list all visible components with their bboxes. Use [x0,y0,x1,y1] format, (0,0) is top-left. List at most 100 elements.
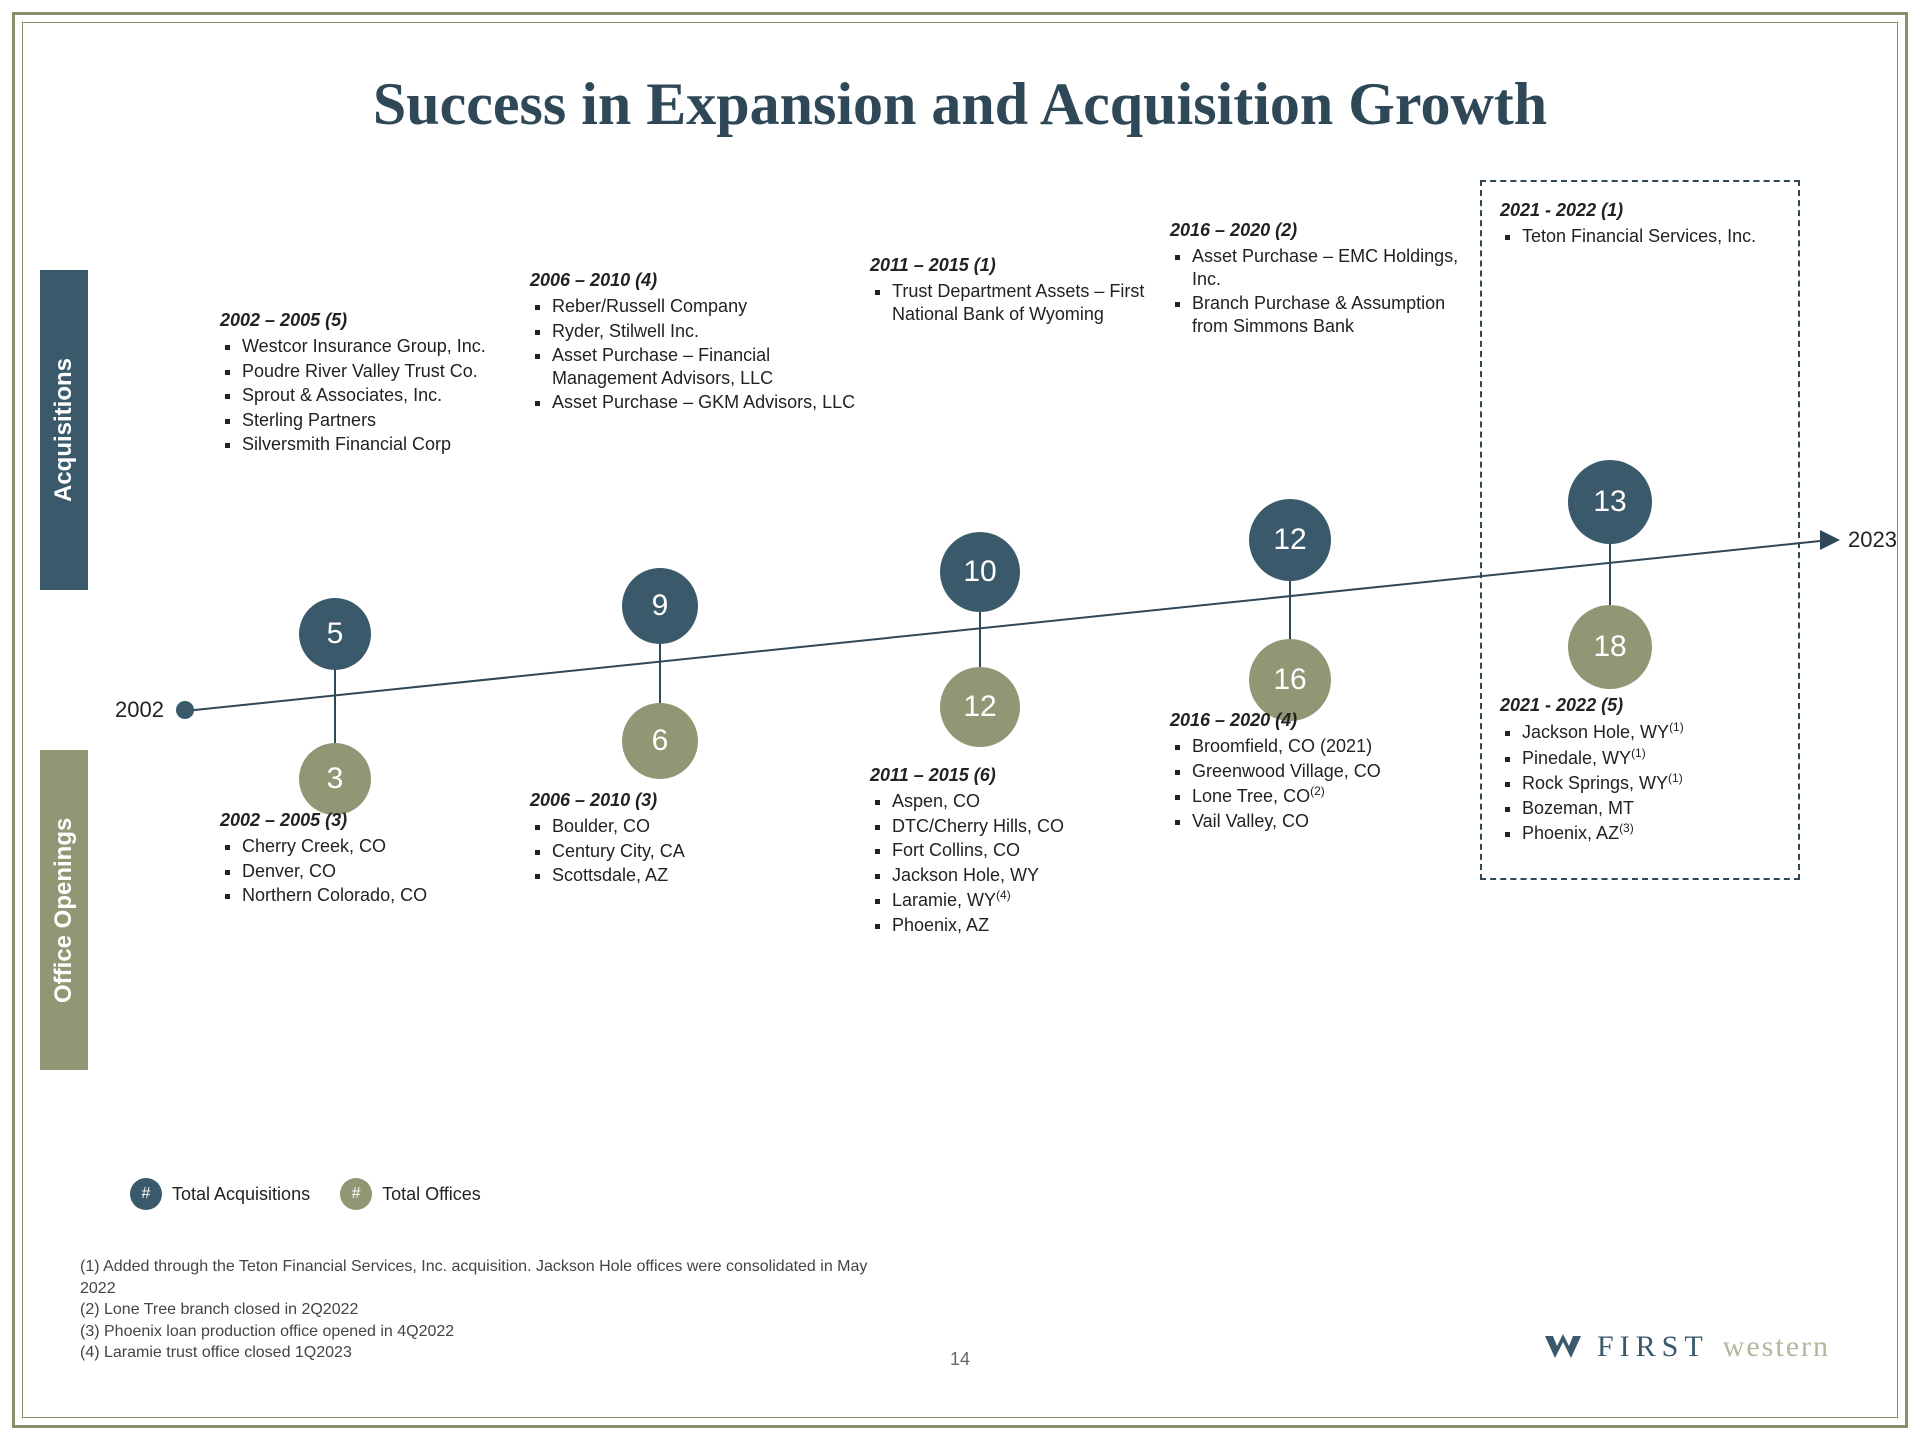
list-item: Rock Springs, WY(1) [1522,771,1770,795]
list-item: Asset Purchase – GKM Advisors, LLC [552,391,860,414]
list-item: Broomfield, CO (2021) [1192,735,1460,758]
list-item: Branch Purchase & Assumption from Simmon… [1192,292,1460,337]
list-item: Cherry Creek, CO [242,835,500,858]
brand-first: FIRST [1597,1330,1709,1364]
block-header: 2011 – 2015 (6) [870,765,1150,786]
point-connector [1609,534,1611,614]
block-header: 2002 – 2005 (5) [220,310,530,331]
block-list: Broomfield, CO (2021)Greenwood Village, … [1170,735,1460,832]
offices-block: 2021 - 2022 (5) Jackson Hole, WY(1)Pineda… [1500,695,1770,847]
acquisitions-block: 2002 – 2005 (5) Westcor Insurance Group, … [220,310,530,458]
page-number: 14 [950,1349,970,1370]
list-item: Jackson Hole, WY(1) [1522,720,1770,744]
block-header: 2021 - 2022 (1) [1500,200,1760,221]
offices-bubble: 6 [622,703,698,779]
list-item: Denver, CO [242,860,500,883]
block-list: Boulder, COCentury City, CAScottsdale, A… [530,815,790,887]
list-item: Vail Valley, CO [1192,810,1460,833]
acquisitions-bubble: 10 [940,532,1020,612]
brand-icon [1543,1332,1583,1362]
list-item: Greenwood Village, CO [1192,760,1460,783]
acquisitions-bubble: 9 [622,568,698,644]
list-item: Jackson Hole, WY [892,864,1150,887]
block-header: 2002 – 2005 (3) [220,810,500,831]
list-item: Northern Colorado, CO [242,884,500,907]
block-list: Teton Financial Services, Inc. [1500,225,1760,248]
acquisitions-block: 2011 – 2015 (1) Trust Department Assets –… [870,255,1150,327]
block-header: 2011 – 2015 (1) [870,255,1150,276]
list-item: Teton Financial Services, Inc. [1522,225,1760,248]
brand-western: western [1723,1330,1830,1364]
brand-logo: FIRST western [1543,1330,1830,1364]
footnote-line: (2) Lone Tree branch closed in 2Q2022 [80,1299,880,1321]
list-item: Sterling Partners [242,409,530,432]
offices-block: 2002 – 2005 (3) Cherry Creek, CODenver, C… [220,810,500,909]
acquisitions-bubble: 12 [1249,499,1331,581]
legend-swatch-dark: # [130,1178,162,1210]
footnotes: (1) Added through the Teton Financial Se… [80,1256,880,1364]
legend: # Total Acquisitions # Total Offices [130,1178,481,1210]
list-item: Asset Purchase – EMC Holdings, Inc. [1192,245,1460,290]
offices-block: 2016 – 2020 (4)Broomfield, CO (2021)Gree… [1170,710,1460,834]
axis-end-year: 2023 [1848,527,1897,553]
acquisitions-block: 2016 – 2020 (2) Asset Purchase – EMC Hold… [1170,220,1460,339]
slide-content: Success in Expansion and Acquisition Gro… [40,40,1880,1400]
list-item: Phoenix, AZ [892,914,1150,937]
list-item: Silversmith Financial Corp [242,433,530,456]
list-item: Laramie, WY(4) [892,888,1150,912]
axis-start-year: 2002 [115,697,164,723]
acquisitions-bubble: 5 [299,598,371,670]
axis-start-dot [176,701,194,719]
block-header: 2021 - 2022 (5) [1500,695,1770,716]
block-list: Asset Purchase – EMC Holdings, Inc.Branc… [1170,245,1460,337]
footnote-line: (4) Laramie trust office closed 1Q2023 [80,1342,880,1364]
list-item: Pinedale, WY(1) [1522,746,1770,770]
list-item: Poudre River Valley Trust Co. [242,360,530,383]
side-label-offices: Office Openings [40,750,88,1070]
offices-bubble: 3 [299,743,371,815]
point-connector [659,636,661,706]
list-item: Ryder, Stilwell Inc. [552,320,860,343]
list-item: Sprout & Associates, Inc. [242,384,530,407]
point-connector [1289,570,1291,645]
list-item: Phoenix, AZ(3) [1522,821,1770,845]
list-item: Asset Purchase – Financial Management Ad… [552,344,860,389]
list-item: Boulder, CO [552,815,790,838]
list-item: Scottsdale, AZ [552,864,790,887]
footnote-line: (3) Phoenix loan production office opene… [80,1321,880,1343]
block-list: Aspen, CODTC/Cherry Hills, COFort Collin… [870,790,1150,936]
offices-bubble: 18 [1568,605,1652,689]
block-header: 2016 – 2020 (2) [1170,220,1460,241]
block-list: Westcor Insurance Group, Inc.Poudre Rive… [220,335,530,456]
legend-off-label: Total Offices [382,1184,481,1205]
offices-bubble: 12 [940,667,1020,747]
acquisitions-block: 2006 – 2010 (4) Reber/Russell CompanyRyde… [530,270,860,416]
block-list: Cherry Creek, CODenver, CONorthern Color… [220,835,500,907]
block-list: Jackson Hole, WY(1)Pinedale, WY(1)Rock S… [1500,720,1770,845]
list-item: Reber/Russell Company [552,295,860,318]
list-item: Trust Department Assets – First National… [892,280,1150,325]
block-list: Reber/Russell CompanyRyder, Stilwell Inc… [530,295,860,414]
chart-area: 20022023532002 – 2005 (5)Westcor Insuran… [100,210,1860,1140]
list-item: Aspen, CO [892,790,1150,813]
block-header: 2006 – 2010 (3) [530,790,790,811]
axis-arrow-head [1820,530,1840,550]
list-item: Lone Tree, CO(2) [1192,784,1460,808]
block-header: 2006 – 2010 (4) [530,270,860,291]
point-connector [334,664,336,744]
legend-acquisitions: # Total Acquisitions [130,1178,310,1210]
offices-block: 2006 – 2010 (3) Boulder, COCentury City, … [530,790,790,889]
legend-swatch-olive: # [340,1178,372,1210]
legend-acq-label: Total Acquisitions [172,1184,310,1205]
list-item: Century City, CA [552,840,790,863]
page-title: Success in Expansion and Acquisition Gro… [40,70,1880,139]
acquisitions-block: 2021 - 2022 (1) Teton Financial Services,… [1500,200,1760,250]
list-item: DTC/Cherry Hills, CO [892,815,1150,838]
footnote-line: (1) Added through the Teton Financial Se… [80,1256,880,1299]
offices-block: 2011 – 2015 (6) Aspen, CODTC/Cherry Hills… [870,765,1150,938]
side-label-acquisitions: Acquisitions [40,270,88,590]
legend-offices: # Total Offices [340,1178,481,1210]
point-connector [979,602,981,672]
list-item: Westcor Insurance Group, Inc. [242,335,530,358]
offices-bubble: 16 [1249,639,1331,721]
